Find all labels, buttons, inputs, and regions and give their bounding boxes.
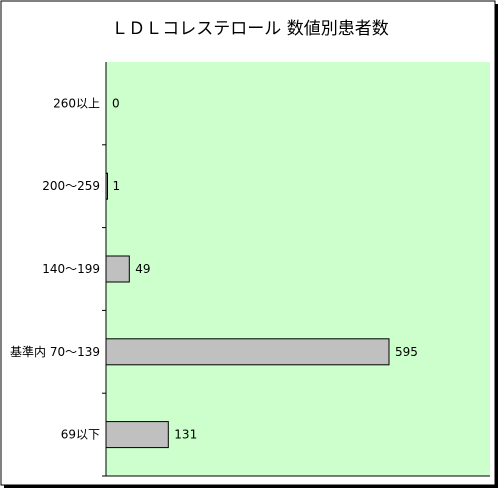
- bar: [105, 172, 108, 200]
- y-tick-label: 69以下: [61, 428, 100, 442]
- chart-title: ＬＤＬコレステロール 数値別患者数: [111, 19, 388, 39]
- y-tick-label: 基準内 70～139: [10, 344, 100, 359]
- data-label: 131: [174, 428, 197, 442]
- bar: [105, 338, 390, 366]
- y-tick-label: 140～199: [42, 262, 100, 276]
- data-label: 49: [135, 262, 150, 276]
- data-label: 595: [395, 345, 418, 359]
- data-label: 1: [112, 179, 120, 193]
- y-tick-label: 260以上: [53, 96, 100, 110]
- chart-marks: 260以上 0 200～259 1 140～199 49 基準内 70～139 595 69以下…: [10, 96, 418, 477]
- bar: [105, 421, 169, 449]
- bar: [105, 255, 130, 283]
- plot-area: [106, 62, 490, 476]
- y-tick-label: 200～259: [42, 179, 100, 193]
- data-label: 0: [112, 96, 120, 110]
